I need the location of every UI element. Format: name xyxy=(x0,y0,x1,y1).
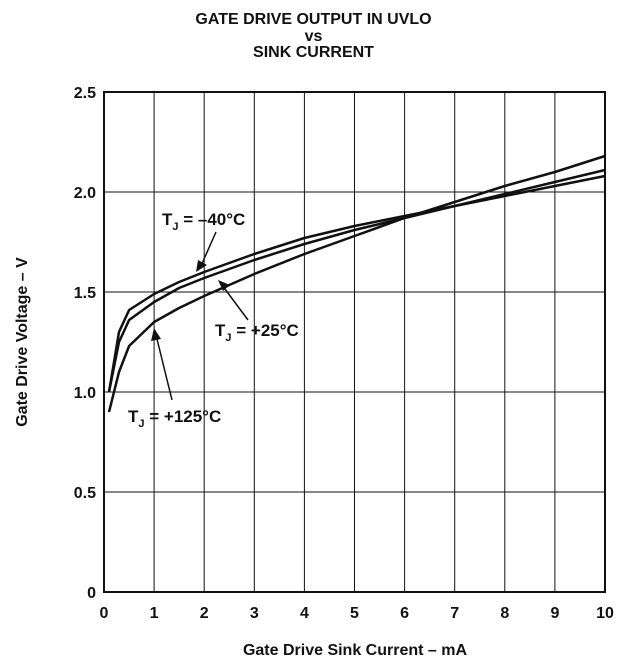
annotation-plus125: TJ = +125°C xyxy=(128,328,221,430)
y-tick-label-1.0: 1.0 xyxy=(74,385,96,402)
x-tick-label-5: 5 xyxy=(350,605,359,622)
x-tick-label-0: 0 xyxy=(100,605,109,622)
series-line-0 xyxy=(107,174,606,393)
chart-title-line-3: SINK CURRENT xyxy=(253,44,374,61)
y-tick-label-0.5: 0.5 xyxy=(74,485,96,502)
grid xyxy=(104,92,605,592)
chart-title-line-2: vs xyxy=(304,28,323,45)
y-axis-label: Gate Drive Voltage – V xyxy=(14,257,31,427)
series-line-1 xyxy=(107,168,606,393)
svg-text:TJ = +125°C: TJ = +125°C xyxy=(128,407,221,430)
y-tick-label-0: 0 xyxy=(87,585,96,602)
x-tick-label-3: 3 xyxy=(250,605,259,622)
x-tick-label-4: 4 xyxy=(300,605,309,622)
annotation-minus40: TJ = –40°C xyxy=(162,210,245,272)
x-tick-label-8: 8 xyxy=(500,605,509,622)
series-line-2 xyxy=(107,154,606,413)
svg-text:TJ = –40°C: TJ = –40°C xyxy=(162,210,245,233)
x-tick-label-2: 2 xyxy=(200,605,209,622)
annotation-plus25: TJ = +25°C xyxy=(215,280,299,344)
x-tick-labels: 0 1 2 3 4 5 6 7 8 9 10 xyxy=(100,605,614,622)
x-tick-label-9: 9 xyxy=(550,605,559,622)
y-tick-label-1.5: 1.5 xyxy=(74,285,96,302)
x-tick-label-7: 7 xyxy=(450,605,459,622)
svg-text:TJ = +25°C: TJ = +25°C xyxy=(215,321,299,344)
chart-title-line-1: GATE DRIVE OUTPUT IN UVLO xyxy=(195,11,432,28)
y-tick-label-2.5: 2.5 xyxy=(74,85,96,102)
y-tick-label-2.0: 2.0 xyxy=(74,185,96,202)
x-tick-label-6: 6 xyxy=(400,605,409,622)
plot-frame xyxy=(103,91,606,593)
x-axis-label: Gate Drive Sink Current – mA xyxy=(243,642,468,659)
series-lines xyxy=(107,154,606,413)
y-tick-labels: 0 0.5 1.0 1.5 2.0 2.5 xyxy=(74,85,96,602)
x-tick-label-10: 10 xyxy=(596,605,614,622)
x-tick-label-1: 1 xyxy=(150,605,159,622)
